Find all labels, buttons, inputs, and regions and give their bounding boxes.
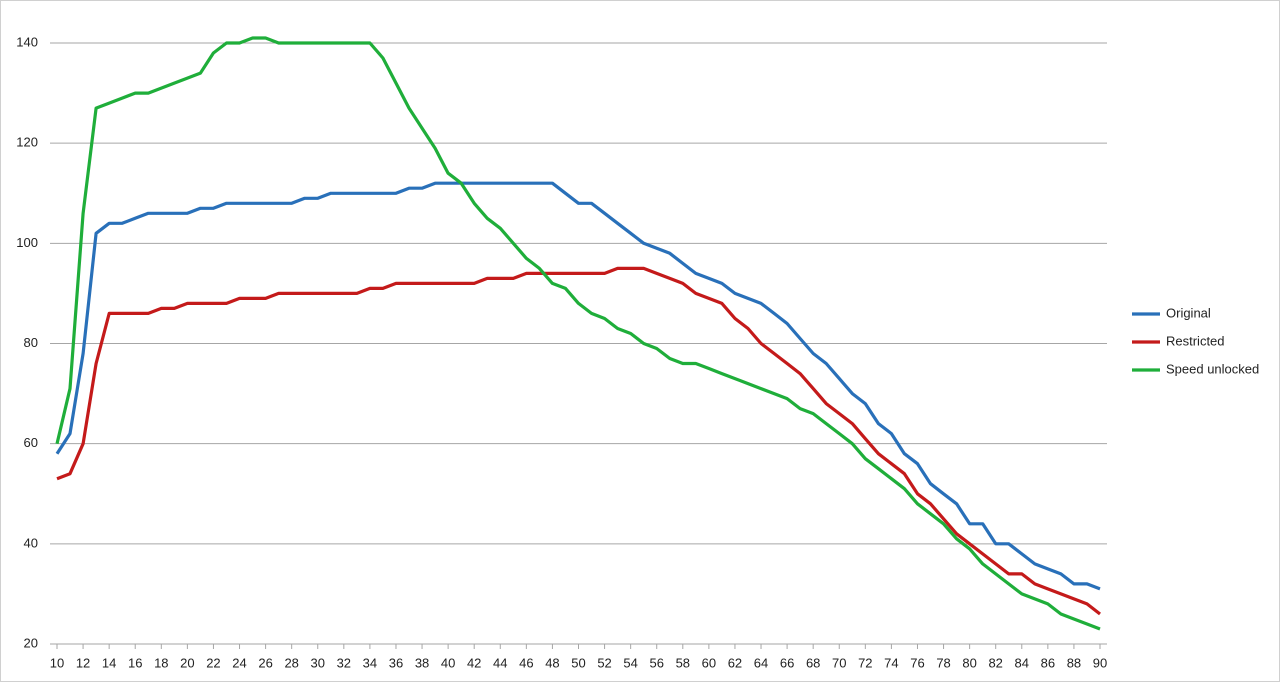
x-tick-label: 88	[1067, 655, 1081, 670]
x-tick-label: 52	[597, 655, 611, 670]
x-tick-label: 38	[415, 655, 429, 670]
x-tick-label: 18	[154, 655, 168, 670]
x-tick-label: 14	[102, 655, 116, 670]
y-tick-label: 40	[24, 535, 38, 550]
x-tick-label: 70	[832, 655, 846, 670]
x-tick-label: 26	[258, 655, 272, 670]
y-tick-label: 60	[24, 435, 38, 450]
x-tick-label: 34	[363, 655, 377, 670]
x-tick-label: 46	[519, 655, 533, 670]
x-tick-label: 30	[311, 655, 325, 670]
x-tick-label: 40	[441, 655, 455, 670]
legend-label: Restricted	[1166, 333, 1225, 348]
y-tick-label: 120	[16, 135, 38, 150]
x-tick-label: 60	[702, 655, 716, 670]
x-tick-label: 12	[76, 655, 90, 670]
y-tick-label: 20	[24, 635, 38, 650]
x-tick-label: 16	[128, 655, 142, 670]
x-tick-label: 76	[910, 655, 924, 670]
x-tick-label: 24	[232, 655, 246, 670]
series-line	[56, 266, 1101, 616]
x-tick-label: 48	[545, 655, 559, 670]
x-tick-label: 58	[676, 655, 690, 670]
x-tick-label: 74	[884, 655, 898, 670]
x-tick-label: 82	[988, 655, 1002, 670]
x-tick-label: 80	[962, 655, 976, 670]
x-tick-label: 20	[180, 655, 194, 670]
x-tick-label: 10	[50, 655, 64, 670]
series-line	[55, 36, 1101, 631]
x-tick-label: 90	[1093, 655, 1107, 670]
x-tick-label: 50	[571, 655, 585, 670]
x-tick-label: 54	[623, 655, 637, 670]
x-tick-label: 56	[649, 655, 663, 670]
y-tick-label: 100	[16, 235, 38, 250]
x-tick-label: 62	[728, 655, 742, 670]
y-tick-label: 80	[24, 335, 38, 350]
x-tick-label: 36	[389, 655, 403, 670]
x-tick-label: 72	[858, 655, 872, 670]
x-tick-label: 32	[337, 655, 351, 670]
x-tick-label: 66	[780, 655, 794, 670]
x-tick-label: 42	[467, 655, 481, 670]
legend-label: Original	[1166, 305, 1211, 320]
x-tick-label: 84	[1015, 655, 1029, 670]
x-tick-label: 78	[936, 655, 950, 670]
x-tick-label: 68	[806, 655, 820, 670]
x-tick-label: 64	[754, 655, 768, 670]
y-tick-label: 140	[16, 34, 38, 49]
series-line	[55, 181, 1101, 591]
legend-label: Speed unlocked	[1166, 361, 1259, 376]
x-tick-label: 44	[493, 655, 507, 670]
x-tick-label: 22	[206, 655, 220, 670]
x-tick-label: 28	[284, 655, 298, 670]
x-tick-label: 86	[1041, 655, 1055, 670]
